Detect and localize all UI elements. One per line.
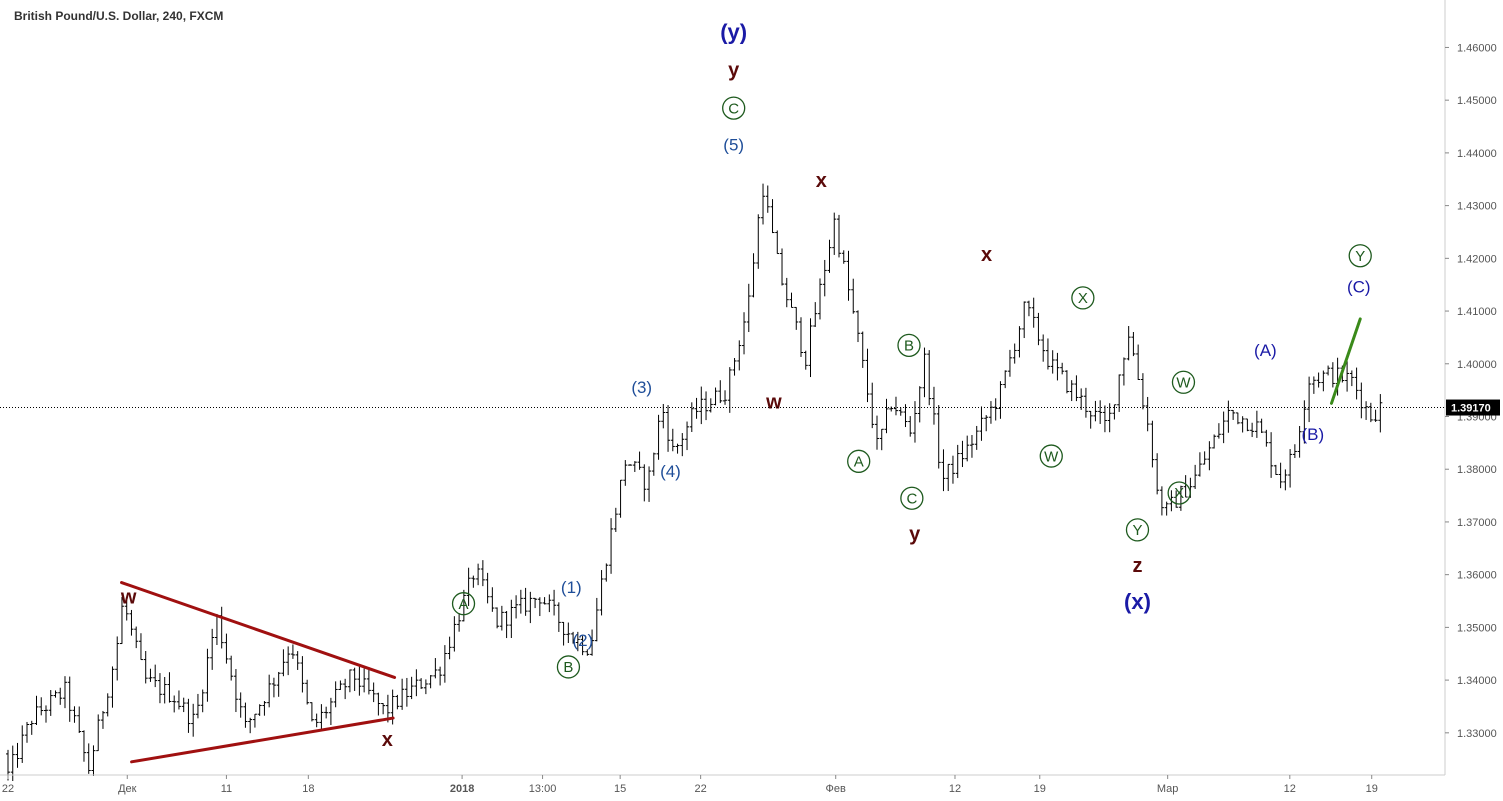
- wave-label: C: [906, 490, 917, 507]
- x-tick-label: Дек: [118, 783, 137, 795]
- wave-label: (A): [1254, 341, 1277, 360]
- y-tick-label: 1.44000: [1457, 148, 1497, 160]
- wave-label: (1): [561, 578, 582, 597]
- wave-label: w: [120, 587, 137, 609]
- x-tick-label: 22: [2, 783, 14, 795]
- wave-label: (5): [723, 135, 744, 154]
- wave-label: (3): [631, 378, 652, 397]
- wave-label: z: [1132, 555, 1142, 577]
- x-tick-label: 22: [695, 783, 707, 795]
- triangle-upper-line: [120, 581, 397, 679]
- y-tick-label: 1.34000: [1457, 675, 1497, 687]
- wave-label: W: [1044, 448, 1059, 465]
- current-price-tag: [1446, 399, 1500, 416]
- wave-label: (x): [1124, 589, 1151, 614]
- y-tick-label: 1.33000: [1457, 728, 1497, 740]
- y-tick-label: 1.35000: [1457, 622, 1497, 634]
- wave-label-circle: [1171, 370, 1196, 394]
- wave-label: W: [1176, 375, 1191, 392]
- chart-title: British Pound/U.S. Dollar, 240, FXCM: [14, 9, 224, 23]
- y-tick-label: 1.42000: [1457, 253, 1497, 265]
- x-tick-label: 15: [614, 783, 626, 795]
- y-tick-label: 1.37000: [1457, 517, 1497, 529]
- wave-label: X: [1078, 290, 1088, 307]
- wave-label: B: [904, 338, 914, 355]
- y-tick-label: 1.38000: [1457, 464, 1497, 476]
- y-tick-label: 1.40000: [1457, 359, 1497, 371]
- wave-label-circle: [897, 333, 921, 357]
- wave-label-circle: [1348, 244, 1372, 268]
- wave-label: X: [1174, 485, 1184, 502]
- x-tick-label: 12: [1284, 783, 1296, 795]
- wave-label-circle: [722, 96, 746, 120]
- wave-label: x: [382, 729, 393, 751]
- x-tick-label: 19: [1034, 783, 1046, 795]
- wave-label: (y): [720, 20, 747, 45]
- x-tick-label: 11: [221, 783, 232, 795]
- projection-line: [1329, 317, 1362, 405]
- wave-label: w: [765, 392, 782, 414]
- wave-label: (C): [1347, 278, 1371, 297]
- wave-label-circle: [556, 655, 581, 679]
- wave-label: (2): [572, 631, 593, 650]
- x-tick-label: 19: [1366, 783, 1378, 795]
- wave-label: A: [854, 454, 864, 471]
- wave-label: y: [728, 59, 740, 81]
- price-bars: [6, 183, 1383, 782]
- trendlines: [120, 317, 1362, 764]
- wave-label: B: [563, 659, 573, 676]
- x-tick-label: 2018: [450, 783, 474, 795]
- y-tick-label: 1.46000: [1457, 42, 1497, 54]
- wave-label-circle: [847, 449, 871, 473]
- x-tick-label: 13:00: [529, 783, 557, 795]
- wave-label-circle: [1125, 518, 1150, 542]
- y-tick-label: 1.36000: [1457, 570, 1497, 582]
- wave-label: A: [459, 596, 469, 613]
- wave-label-circle: [900, 486, 924, 510]
- wave-label: Y: [1132, 522, 1142, 539]
- x-tick-label: 18: [302, 783, 314, 795]
- y-tick-label: 1.45000: [1457, 95, 1497, 107]
- wave-label: x: [981, 244, 992, 266]
- wave-label-circle: [1039, 444, 1063, 468]
- wave-label-circle: [1167, 481, 1191, 505]
- triangle-lower-line: [130, 716, 395, 764]
- current-price-label: 1.39170: [1451, 403, 1491, 415]
- wave-label: x: [816, 170, 827, 192]
- wave-label-circle: [1071, 286, 1095, 310]
- x-tick-label: 12: [949, 783, 961, 795]
- wave-labels: (y)yC(5)xw(3)(4)(1)(2)ABwxABCyxWXYz(x)WX…: [120, 20, 1372, 751]
- x-tick-label: Фев: [826, 783, 846, 795]
- wave-label: (4): [660, 462, 681, 481]
- wave-label: (B): [1301, 425, 1324, 444]
- x-tick-label: Мар: [1157, 783, 1179, 795]
- wave-label: C: [728, 100, 739, 117]
- wave-label-circle: [451, 592, 476, 616]
- wave-label: y: [909, 523, 921, 545]
- y-tick-label: 1.41000: [1457, 306, 1497, 318]
- wave-label: Y: [1355, 248, 1365, 265]
- y-tick-label: 1.43000: [1457, 201, 1497, 213]
